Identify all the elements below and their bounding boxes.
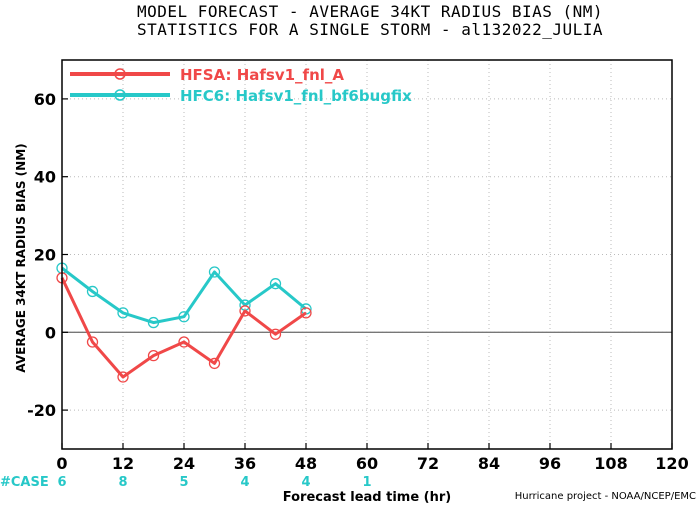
- x-tick-label: 108: [594, 454, 627, 473]
- y-tick-label: 20: [34, 246, 56, 265]
- case-count: 4: [301, 475, 310, 490]
- y-tick-label: 40: [34, 168, 56, 187]
- data-point: [300, 307, 312, 319]
- chart-title: MODEL FORECAST - AVERAGE 34KT RADIUS BIA…: [136, 2, 604, 21]
- data-point: [208, 266, 221, 278]
- x-tick-label: 96: [539, 454, 561, 473]
- x-tick-label: 0: [56, 454, 67, 473]
- case-label: #CASE: [0, 475, 49, 490]
- x-tick-label: 36: [234, 454, 256, 473]
- legend-marker: [114, 89, 126, 101]
- case-count: 5: [179, 475, 188, 490]
- axes: 0 12 24 36 48 60 72 84 96 108 120 -20 0 20 40 60 6 8 5 4 4 1: [27, 90, 689, 490]
- data-point: [117, 371, 129, 383]
- y-tick-label: 60: [34, 90, 56, 109]
- legend-label: HFSA: Hafsv1_fnl_A: [180, 66, 344, 84]
- chart-subtitle: STATISTICS FOR A SINGLE STORM - al132022…: [136, 20, 604, 39]
- y-tick-label: 0: [45, 323, 56, 342]
- legend-marker: [114, 68, 126, 80]
- data-point: [178, 311, 190, 323]
- case-count: 1: [362, 475, 371, 490]
- x-tick-label: 84: [478, 454, 500, 473]
- x-tick-label: 120: [655, 454, 688, 473]
- legend-label: HFC6: Hafsv1_fnl_bf6bugfix: [180, 87, 412, 105]
- case-count: 8: [118, 475, 127, 490]
- series-line: [61, 266, 307, 325]
- data-point: [239, 305, 251, 317]
- data-point: [269, 328, 282, 340]
- data-point: [178, 336, 190, 348]
- credit-text: Hurricane project - NOAA/NCEP/EMC: [514, 491, 696, 502]
- x-tick-label: 24: [173, 454, 195, 473]
- data-point: [86, 336, 99, 348]
- x-axis-label: Forecast lead time (hr): [283, 490, 451, 505]
- y-axis-label: AVERAGE 34KT RADIUS BIAS (NM): [14, 143, 28, 372]
- data-point: [208, 357, 221, 370]
- x-tick-label: 60: [356, 454, 378, 473]
- x-tick-label: 12: [112, 454, 134, 473]
- data-point: [269, 278, 282, 290]
- series-layer: [56, 262, 312, 383]
- legend: HFSA: Hafsv1_fnl_A HFC6: Hafsv1_fnl_bf6bu…: [70, 66, 412, 105]
- case-count: 6: [57, 475, 66, 490]
- data-point: [147, 316, 160, 329]
- case-count: 4: [240, 475, 249, 490]
- y-tick-label: -20: [27, 401, 56, 420]
- data-point: [117, 307, 129, 319]
- x-tick-label: 48: [295, 454, 317, 473]
- data-point: [86, 285, 99, 298]
- data-point: [147, 349, 160, 362]
- grid: [62, 60, 672, 449]
- x-tick-label: 72: [417, 454, 439, 473]
- series-line: [60, 277, 307, 379]
